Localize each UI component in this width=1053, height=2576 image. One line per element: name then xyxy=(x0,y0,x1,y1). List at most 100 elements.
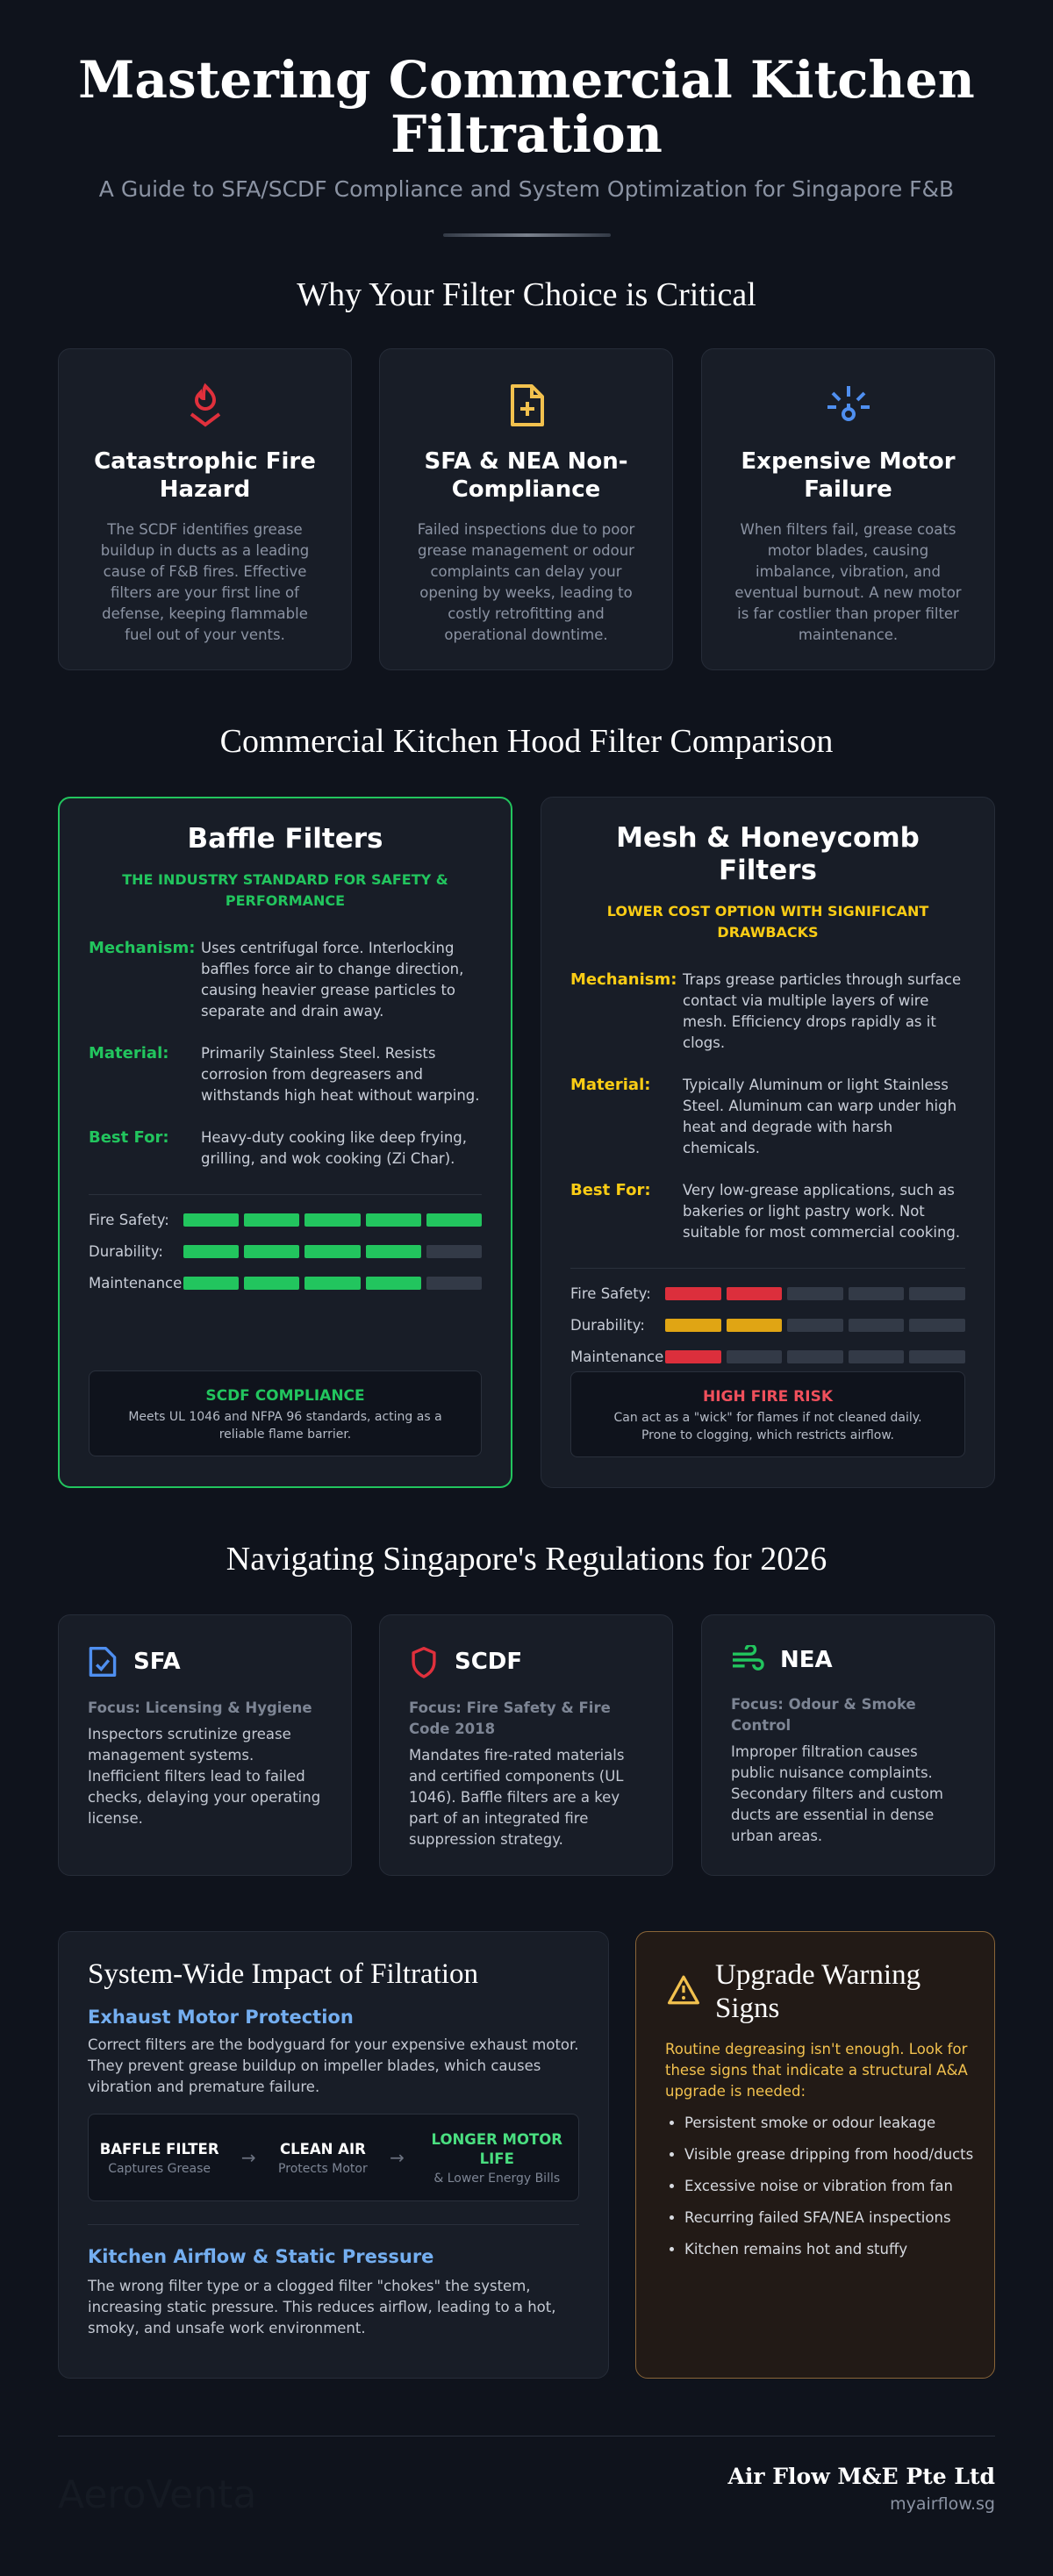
rating-row: Fire Safety: xyxy=(89,1204,483,1235)
flow-arrow: → xyxy=(240,2147,256,2168)
section-heading: Why Your Filter Choice is Critical xyxy=(297,276,756,313)
detail-label: Material: xyxy=(570,1076,651,1094)
rating-row: Fire Safety: xyxy=(570,1277,965,1309)
detail-label: Mechanism: xyxy=(570,970,677,989)
feature-card: Expensive Motor Failure When filters fail… xyxy=(701,348,995,670)
detail-row: Mechanism: Traps grease particles through… xyxy=(570,970,965,1054)
rating-segment xyxy=(665,1286,721,1300)
rating-segment xyxy=(365,1213,421,1227)
card-icon xyxy=(380,383,672,430)
filter-tagline: THE INDUSTRY STANDARD FOR SAFETY & PERFO… xyxy=(122,871,448,909)
rating-segment xyxy=(726,1318,783,1332)
agency-name: SCDF xyxy=(455,1649,523,1675)
rating-segment xyxy=(426,1276,483,1290)
motor-title: Exhaust Motor Protection xyxy=(88,2007,354,2028)
section-heading: Navigating Singapore's Regulations for 2… xyxy=(226,1541,827,1578)
rating-segment xyxy=(304,1276,361,1290)
rating-label: Durability: xyxy=(570,1316,645,1334)
rating-segment xyxy=(726,1286,783,1300)
rating-row: Durability: xyxy=(570,1309,965,1341)
detail-row: Material: Primarily Stainless Steel. Resi… xyxy=(89,1043,482,1106)
rating-segment xyxy=(909,1318,965,1332)
detail-row: Best For: Very low-grease applications, s… xyxy=(570,1180,965,1243)
warning-item: Visible grease dripping from hood/ducts xyxy=(684,2144,992,2165)
airflow-text: The wrong filter type or a clogged filte… xyxy=(88,2278,556,2336)
warning-panel: Upgrade Warning Signs Routine degreasing… xyxy=(635,1931,995,2379)
rating-segment xyxy=(426,1213,483,1227)
flow-arrow: → xyxy=(390,2147,405,2168)
card-title: Expensive Motor Failure xyxy=(741,448,956,503)
regulation-text: Mandates fire-rated materials and certif… xyxy=(409,1747,625,1848)
card-text: When filters fail, grease coats motor bl… xyxy=(734,521,962,643)
callout: SCDF COMPLIANCE Meets UL 1046 and NFPA 96… xyxy=(89,1370,482,1456)
regulation-header: NEA xyxy=(731,1645,965,1675)
airflow-title: Kitchen Airflow & Static Pressure xyxy=(88,2246,434,2267)
rating-row: Durability: xyxy=(89,1235,483,1267)
agency-name: NEA xyxy=(780,1647,833,1673)
rating-bar xyxy=(183,1213,483,1227)
detail-label: Mechanism: xyxy=(89,939,196,957)
separator xyxy=(570,1268,965,1269)
rating-segment xyxy=(787,1318,843,1332)
rating-label: Fire Safety: xyxy=(89,1211,169,1228)
detail-text: Uses centrifugal force. Interlocking baf… xyxy=(201,940,464,1020)
rating-row: Maintenance: xyxy=(89,1267,483,1299)
flow-step: BAFFLE FILTER Captures Grease xyxy=(100,2140,219,2176)
warning-item: Recurring failed SFA/NEA inspections xyxy=(684,2207,992,2229)
footer-brand: AeroVenta xyxy=(58,2472,257,2517)
detail-row: Best For: Heavy-duty cooking like deep fr… xyxy=(89,1127,482,1170)
divider xyxy=(443,233,611,237)
card-icon xyxy=(702,383,994,430)
flow-box: BAFFLE FILTER Captures Grease → CLEAN AIR Pr… xyxy=(88,2114,579,2201)
detail-text: Typically Aluminum or light Stainless St… xyxy=(683,1077,957,1156)
subtitle: A Guide to SFA/SCDF Compliance and Syste… xyxy=(98,176,955,202)
rating-bar xyxy=(665,1286,965,1300)
rating-segment xyxy=(848,1318,905,1332)
warning-item: Excessive noise or vibration from fan xyxy=(684,2176,992,2197)
filter-card: Baffle Filters THE INDUSTRY STANDARD FOR … xyxy=(58,797,512,1488)
regulation-card: SFA Focus: Licensing & Hygiene Inspectors … xyxy=(58,1614,352,1876)
flow-sub: Protects Motor xyxy=(278,2161,368,2176)
flow-sub: Captures Grease xyxy=(108,2161,211,2176)
rating-segment xyxy=(909,1349,965,1363)
regulation-text: Inspectors scrutinize grease management … xyxy=(88,1726,321,1827)
detail-row: Material: Typically Aluminum or light Sta… xyxy=(570,1075,965,1159)
callout-title: HIGH FIRE RISK xyxy=(702,1388,834,1406)
warning-heading: Upgrade Warning Signs xyxy=(715,1959,921,2024)
flow-title: LONGER MOTOR LIFE xyxy=(431,2130,562,2167)
rating-segment xyxy=(787,1286,843,1300)
rating-segment xyxy=(909,1286,965,1300)
rating-segment xyxy=(244,1244,300,1258)
flow-step: LONGER MOTOR LIFE & Lower Energy Bills xyxy=(426,2130,567,2186)
rating-segment xyxy=(848,1286,905,1300)
detail-text: Very low-grease applications, such as ba… xyxy=(683,1182,961,1241)
regulation-header: SCDF xyxy=(409,1645,643,1678)
rating-segment xyxy=(848,1349,905,1363)
agency-icon xyxy=(409,1645,439,1678)
card-text: Failed inspections due to poor grease ma… xyxy=(417,521,635,643)
company-url: myairflow.sg xyxy=(890,2494,995,2514)
regulation-card: SCDF Focus: Fire Safety & Fire Code 2018 M… xyxy=(379,1614,673,1876)
warning-item: Persistent smoke or odour leakage xyxy=(684,2113,992,2134)
page-title: Mastering Commercial Kitchen Filtration xyxy=(78,50,975,164)
callout-text: Meets UL 1046 and NFPA 96 standards, act… xyxy=(128,1410,442,1442)
rating-bar xyxy=(183,1276,483,1290)
card-icon xyxy=(59,383,351,430)
rating-segment xyxy=(304,1244,361,1258)
detail-text: Primarily Stainless Steel. Resists corro… xyxy=(201,1045,480,1104)
callout-title: SCDF COMPLIANCE xyxy=(205,1387,365,1405)
flow-sub: & Lower Energy Bills xyxy=(433,2171,561,2186)
detail-label: Best For: xyxy=(89,1128,169,1147)
detail-text: Traps grease particles through surface c… xyxy=(683,971,962,1051)
rating-segment xyxy=(183,1276,240,1290)
flow-title: BAFFLE FILTER xyxy=(99,2140,219,2157)
regulation-focus: Focus: Licensing & Hygiene xyxy=(88,1699,312,1716)
feature-card: SFA & NEA Non-Compliance Failed inspectio… xyxy=(379,348,673,670)
agency-icon xyxy=(731,1645,764,1675)
agency-icon xyxy=(88,1645,118,1678)
rating-bar xyxy=(665,1318,965,1332)
rating-bar xyxy=(665,1349,965,1363)
callout-text: Can act as a "wick" for flames if not cl… xyxy=(613,1411,922,1442)
rating-row: Maintenance: xyxy=(570,1341,965,1372)
